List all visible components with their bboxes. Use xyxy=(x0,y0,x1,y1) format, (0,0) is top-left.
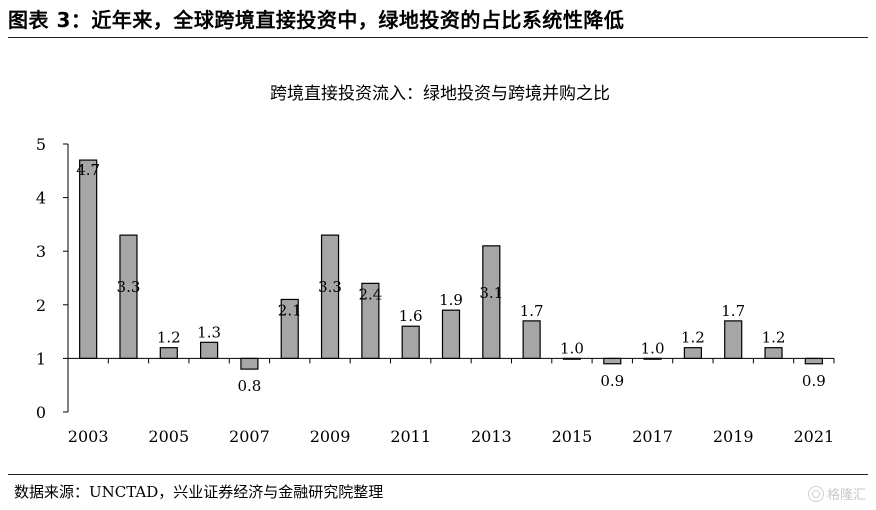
data-label-2020: 1.2 xyxy=(762,329,786,347)
data-label-2003: 4.7 xyxy=(76,161,100,179)
bar-2021 xyxy=(804,357,823,365)
x-tick-label-2017: 2017 xyxy=(632,427,673,446)
baseline-axis xyxy=(67,357,835,364)
data-label-2012: 1.9 xyxy=(439,291,463,309)
x-tick-label-2009: 2009 xyxy=(310,427,351,446)
bar-chart: 跨境直接投资流入：绿地投资与跨境并购之比 0 1 2 3 4 5 4.7 3.3 1.2 1.3… xyxy=(36,84,835,446)
data-label-2018: 1.2 xyxy=(681,329,705,347)
data-label-2019: 1.7 xyxy=(721,302,745,320)
source-rule xyxy=(8,474,868,475)
watermark: 格隆汇 xyxy=(807,484,866,503)
x-tick-label-2005: 2005 xyxy=(148,427,189,446)
y-axis: 0 1 2 3 4 5 xyxy=(36,135,69,422)
data-label-2015: 1.0 xyxy=(560,339,584,357)
x-tick-label-2015: 2015 xyxy=(552,427,593,446)
bar-2014 xyxy=(522,320,541,360)
x-tick-label-2013: 2013 xyxy=(471,427,512,446)
x-tick-label-2003: 2003 xyxy=(68,427,109,446)
bar-2019 xyxy=(724,320,743,360)
bar-2011 xyxy=(401,325,420,359)
x-tick-label-2011: 2011 xyxy=(390,427,431,446)
data-label-2014: 1.7 xyxy=(520,302,544,320)
chart-title: 跨境直接投资流入：绿地投资与跨境并购之比 xyxy=(270,84,610,104)
data-label-2007: 0.8 xyxy=(237,377,261,395)
y-tick-label: 5 xyxy=(36,135,46,154)
x-tick-label-2021: 2021 xyxy=(793,427,834,446)
y-tick-label: 3 xyxy=(36,242,46,261)
y-tick-label: 1 xyxy=(36,349,46,368)
data-label-2009: 3.3 xyxy=(318,278,342,296)
y-tick-label: 4 xyxy=(36,189,46,208)
data-label-2008: 2.1 xyxy=(278,301,302,319)
source-note: 数据来源：UNCTAD，兴业证券经济与金融研究院整理 xyxy=(14,483,384,501)
data-label-2013: 3.1 xyxy=(479,284,503,302)
bar-2004 xyxy=(119,234,138,359)
y-tick-label: 0 xyxy=(36,403,46,422)
data-label-2004: 3.3 xyxy=(117,278,141,296)
bar-2016 xyxy=(603,357,622,365)
y-tick-label: 2 xyxy=(36,296,46,315)
x-tick-label-2019: 2019 xyxy=(713,427,754,446)
data-label-2011: 1.6 xyxy=(399,307,423,325)
bar-2007 xyxy=(240,357,259,370)
bars-group xyxy=(79,159,823,370)
bar-2005 xyxy=(159,347,178,359)
bar-2018 xyxy=(683,347,702,359)
data-label-2005: 1.2 xyxy=(157,329,181,347)
title-rule xyxy=(8,37,868,38)
data-labels-group: 4.7 3.3 1.2 1.3 0.8 2.1 3.3 2.4 1.6 1.9 3.1 1.7 1.0 0… xyxy=(76,161,826,395)
bar-2009 xyxy=(320,234,340,359)
bar-2020 xyxy=(764,347,783,359)
data-label-2017: 1.0 xyxy=(641,339,665,357)
figure-title: 图表 3：近年来，全球跨境直接投资中，绿地投资的占比系统性降低 xyxy=(8,8,625,32)
data-label-2016: 0.9 xyxy=(600,372,624,390)
data-label-2010: 2.4 xyxy=(358,285,382,303)
data-label-2006: 1.3 xyxy=(197,323,221,341)
data-label-2021: 0.9 xyxy=(802,372,826,390)
bar-2012 xyxy=(441,309,461,360)
x-tick-label-2007: 2007 xyxy=(229,427,270,446)
bar-2006 xyxy=(200,341,219,360)
watermark-logo-icon xyxy=(807,485,824,502)
bar-2003 xyxy=(79,159,98,360)
watermark-text: 格隆汇 xyxy=(826,488,866,503)
x-axis: 2003 2005 2007 2009 2011 2013 2015 2017 2019 2021 xyxy=(68,427,834,446)
